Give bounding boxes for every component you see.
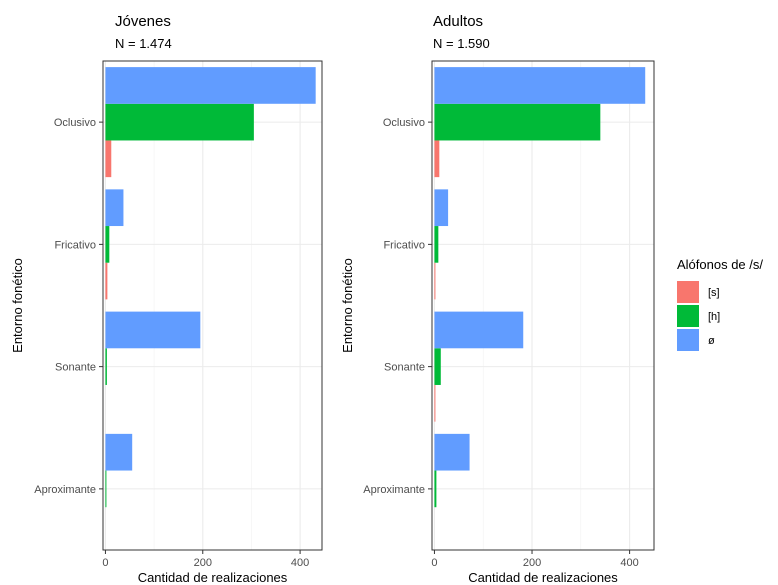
y-tick-label: Fricativo — [383, 239, 425, 251]
bar-sonante-1 — [434, 348, 441, 385]
legend-label-null: ø — [708, 335, 715, 347]
bar-fricativo-0 — [434, 262, 436, 300]
x-tick-label: 400 — [620, 557, 638, 569]
bar-oclusivo-2 — [434, 67, 646, 104]
panel-title: Jóvenes — [115, 13, 171, 30]
x-tick-label: 200 — [523, 557, 541, 569]
legend-key-s — [677, 281, 699, 303]
bar-sonante-2 — [105, 311, 201, 349]
panel-subtitle: N = 1.590 — [433, 36, 490, 51]
legend-title: Alófonos de /s/ — [677, 257, 763, 272]
bar-fricativo-1 — [434, 226, 439, 263]
bar-sonante-1 — [105, 348, 107, 385]
bar-oclusivo-0 — [434, 140, 440, 178]
y-tick-label: Aproximante — [363, 484, 425, 496]
bar-fricativo-2 — [105, 189, 124, 227]
bar-sonante-0 — [434, 384, 436, 422]
y-axis-label: Entorno fonético — [340, 258, 355, 353]
legend-key-null — [677, 329, 699, 351]
x-axis-label: Cantidad de realizaciones — [138, 570, 288, 585]
bar-oclusivo-2 — [105, 67, 316, 104]
bar-oclusivo-1 — [105, 103, 254, 141]
y-tick-label: Oclusivo — [383, 117, 425, 129]
y-tick-label: Fricativo — [54, 239, 96, 251]
panel-border — [102, 60, 323, 551]
bar-aproximante-2 — [434, 433, 470, 471]
x-axis-label: Cantidad de realizaciones — [468, 570, 618, 585]
bar-fricativo-0 — [105, 262, 108, 300]
x-tick-label: 400 — [291, 557, 309, 569]
y-tick-label: Aproximante — [34, 484, 96, 496]
y-axis-label: Entorno fonético — [10, 258, 25, 353]
bar-sonante-2 — [434, 311, 524, 349]
y-tick-label: Sonante — [384, 362, 425, 374]
bar-oclusivo-0 — [105, 140, 112, 178]
x-tick-label: 0 — [431, 557, 437, 569]
x-tick-label: 200 — [194, 557, 212, 569]
panel-subtitle: N = 1.474 — [115, 36, 172, 51]
legend-label-s: [s] — [708, 287, 720, 299]
bar-aproximante-1 — [434, 470, 437, 508]
chart-panel-0: Aproximante Sonante Fricativo Oclusivo 0 200 4… — [10, 13, 323, 585]
bar-aproximante-2 — [105, 433, 133, 471]
bar-fricativo-2 — [434, 189, 449, 227]
legend-key-h — [677, 305, 699, 327]
chart-panel-1: Aproximante Sonante Fricativo Oclusivo 0 200 4… — [340, 13, 655, 585]
x-tick-label: 0 — [102, 557, 108, 569]
panel-title: Adultos — [433, 13, 483, 30]
y-tick-label: Oclusivo — [54, 117, 96, 129]
bar-aproximante-1 — [105, 470, 107, 508]
legend: Alófonos de /s/ [s] [h] ø — [677, 257, 763, 351]
bar-fricativo-1 — [105, 226, 110, 263]
y-tick-label: Sonante — [55, 362, 96, 374]
bar-oclusivo-1 — [434, 103, 601, 141]
legend-label-h: [h] — [708, 311, 720, 323]
panel-border — [431, 60, 655, 551]
